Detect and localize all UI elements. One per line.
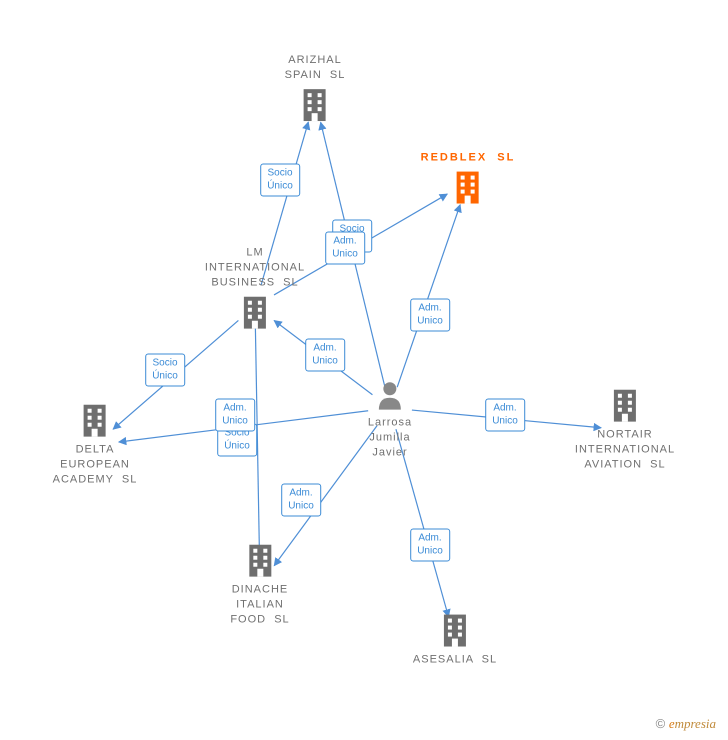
node-label: ASESALIA SL [413, 653, 497, 668]
building-icon [421, 169, 516, 203]
node-label: DELTA EUROPEAN ACADEMY SL [53, 443, 138, 488]
node-person: Larrosa Jumilla Javier [368, 380, 412, 461]
building-icon [285, 87, 346, 121]
node-dinache: DINACHE ITALIAN FOOD SL [230, 543, 289, 628]
building-icon [575, 388, 675, 422]
node-label: DINACHE ITALIAN FOOD SL [230, 583, 289, 628]
building-icon [413, 613, 497, 647]
node-label: REDBLEX SL [421, 151, 516, 166]
node-lm: LM INTERNATIONAL BUSINESS SL [205, 242, 305, 329]
building-icon [230, 543, 289, 577]
node-label: ARIZHAL SPAIN SL [285, 53, 346, 83]
node-label: NORTAIR INTERNATIONAL AVIATION SL [575, 428, 675, 473]
node-label: Larrosa Jumilla Javier [368, 416, 412, 461]
person-icon [368, 380, 412, 410]
building-icon [205, 294, 305, 328]
node-label: LM INTERNATIONAL BUSINESS SL [205, 246, 305, 291]
node-arizhal: ARIZHAL SPAIN SL [285, 49, 346, 121]
node-delta: DELTA EUROPEAN ACADEMY SL [53, 403, 138, 488]
building-icon [53, 403, 138, 437]
node-nortair: NORTAIR INTERNATIONAL AVIATION SL [575, 388, 675, 473]
nodes-layer: ARIZHAL SPAIN SL REDBLEX SL LM INTERNATI… [0, 0, 728, 740]
node-asesalia: ASESALIA SL [413, 613, 497, 668]
node-redblex: REDBLEX SL [421, 147, 516, 204]
network-diagram: ARIZHAL SPAIN SL REDBLEX SL LM INTERNATI… [0, 0, 728, 740]
